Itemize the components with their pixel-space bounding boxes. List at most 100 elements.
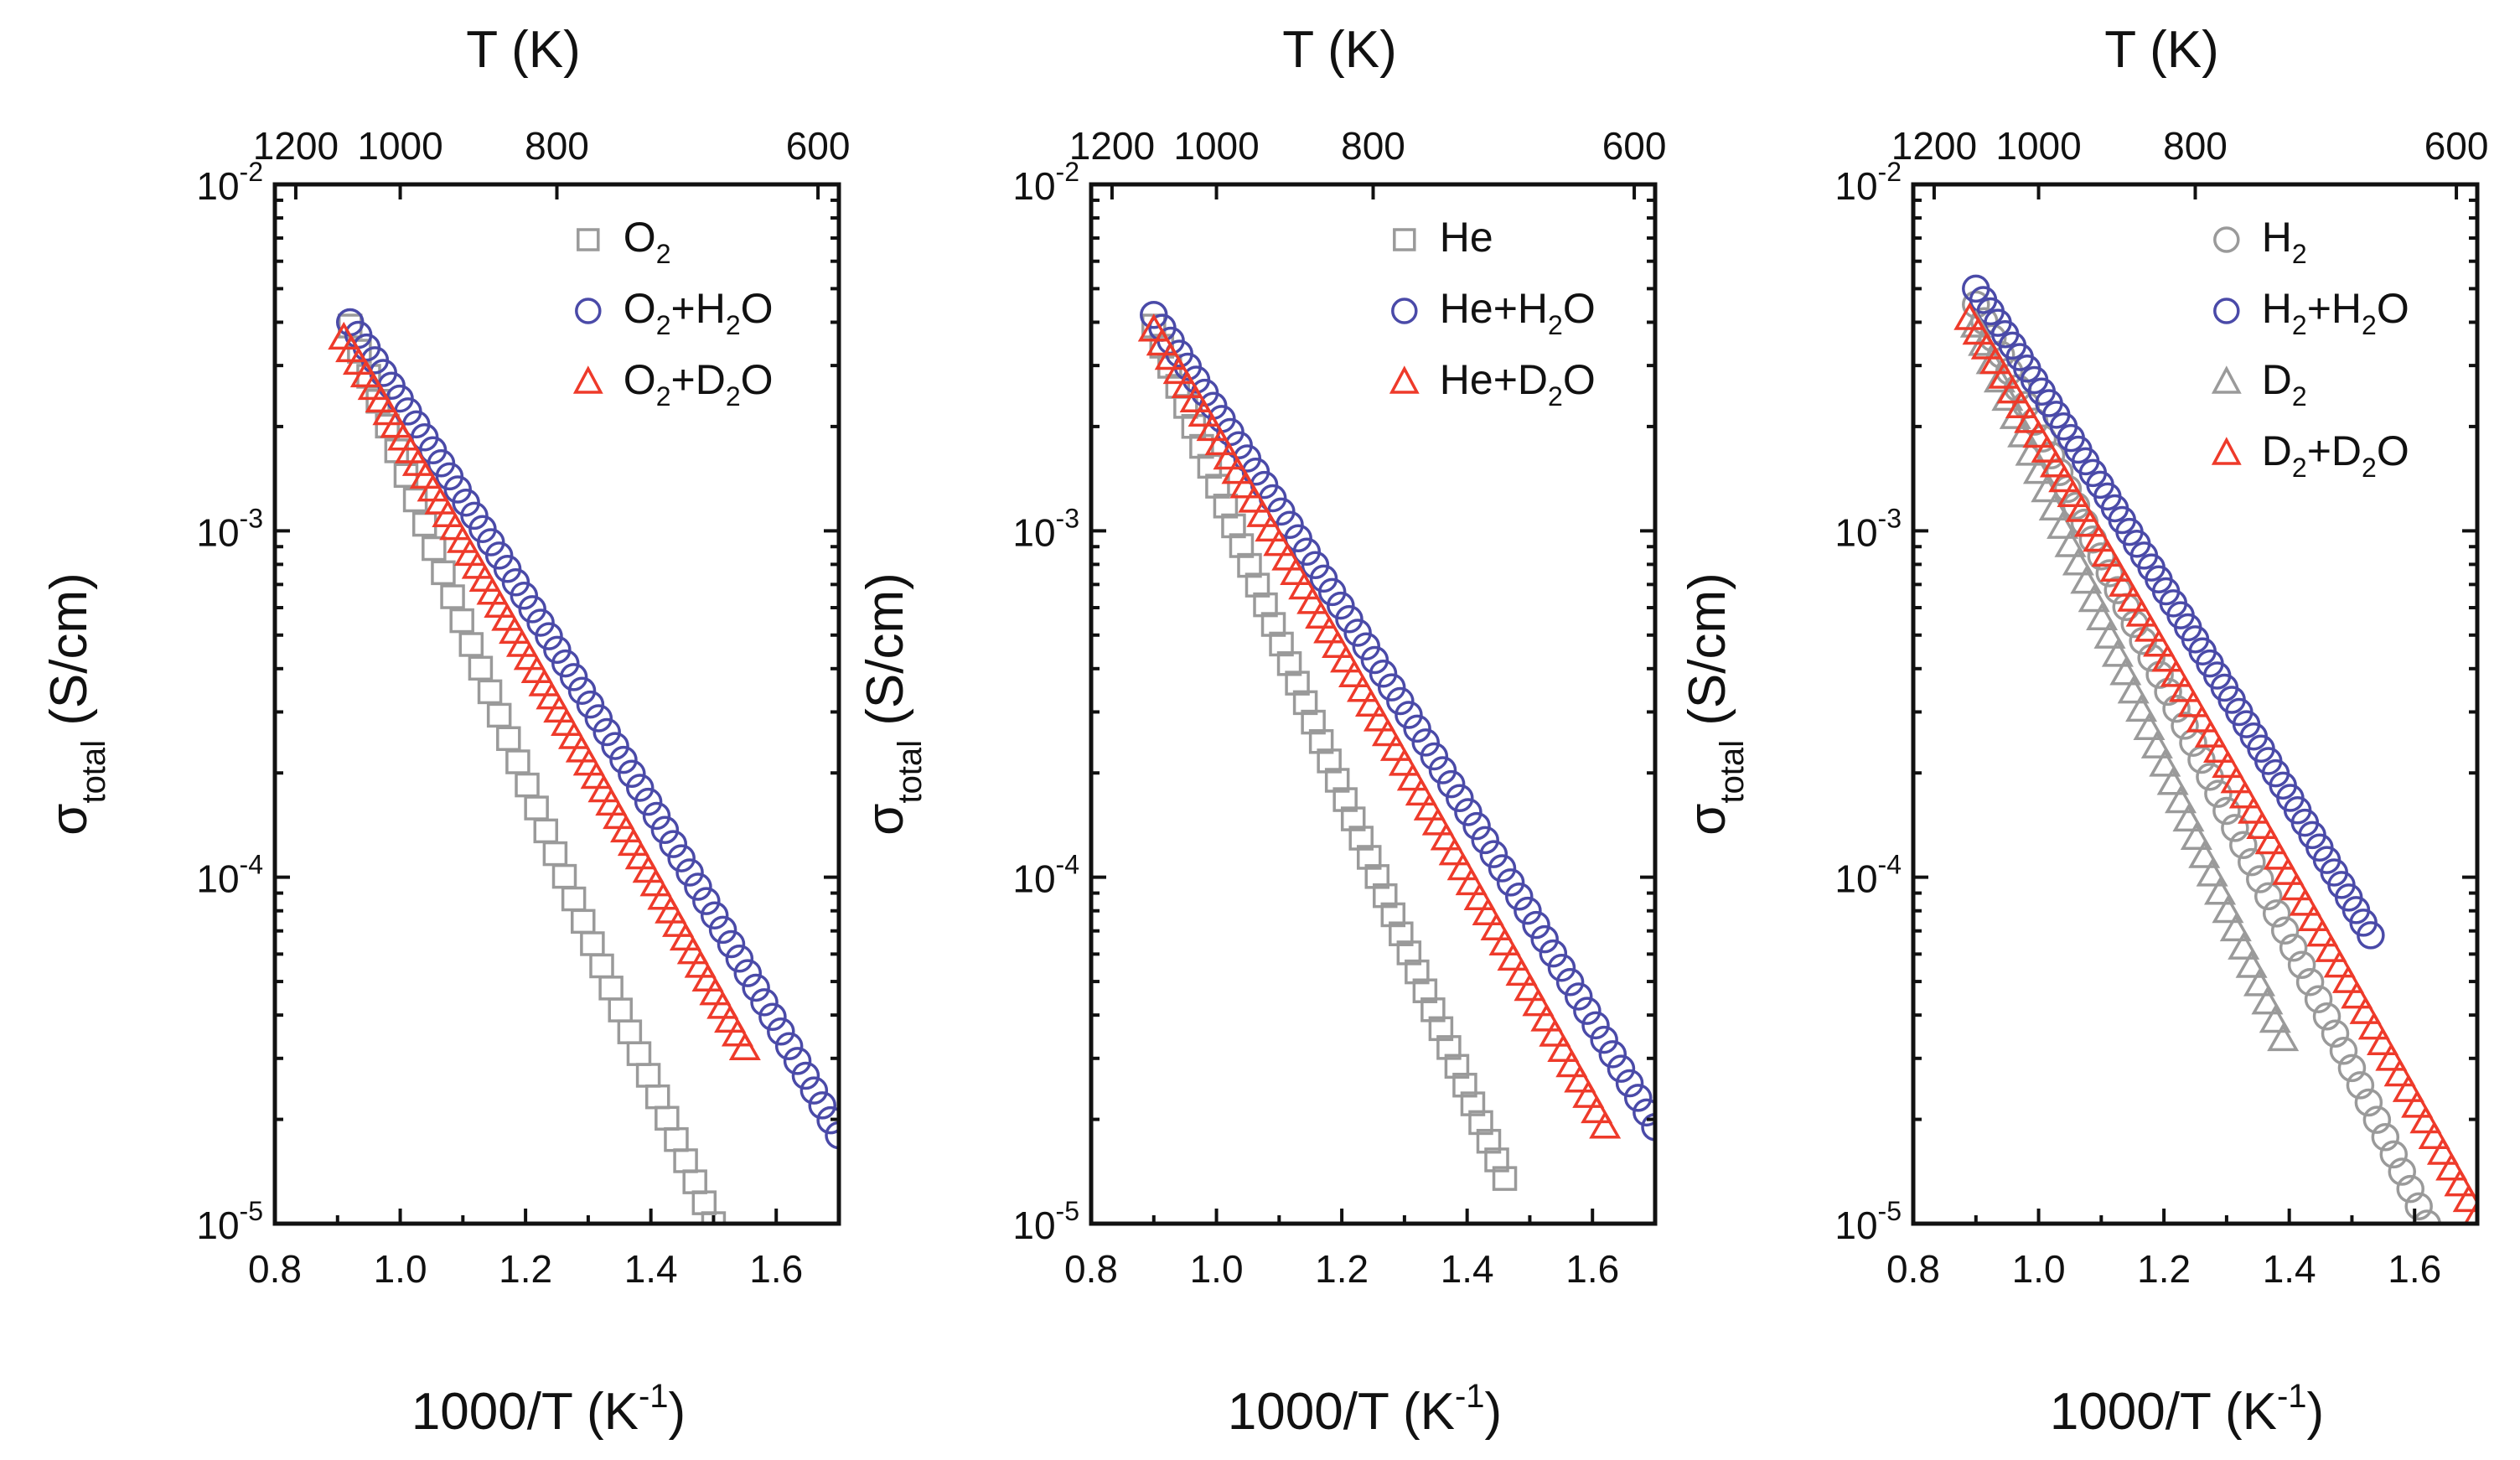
data-point <box>1327 591 1355 620</box>
data-point <box>1301 551 1330 580</box>
data-point <box>551 649 580 678</box>
data-point <box>2346 1071 2375 1100</box>
data-point <box>1468 1110 1493 1136</box>
data-point <box>691 1190 717 1215</box>
data-point <box>2295 967 2325 997</box>
x-tick-label: 1.0 <box>374 1247 427 1291</box>
data-point <box>584 704 613 733</box>
data-point <box>1162 355 1195 385</box>
data-point <box>1462 811 1491 841</box>
legend-marker <box>2211 437 2242 465</box>
data-point <box>1213 494 1239 519</box>
legend-label: O2+H2O <box>624 285 774 340</box>
data-point <box>1269 631 1294 657</box>
data-point <box>2143 629 2176 657</box>
data-point <box>662 909 695 937</box>
x-axis-title: 1000/T (K-1) <box>2050 1378 2324 1441</box>
data-point <box>659 830 688 858</box>
data-point <box>1615 1069 1644 1098</box>
data-point <box>2101 639 2134 667</box>
data-point <box>1285 670 1310 696</box>
data-point <box>647 882 680 910</box>
y-tick-label: 10-4 <box>1834 850 1902 901</box>
series-h2-h2o <box>1962 274 2385 950</box>
data-point <box>542 841 568 867</box>
x-tick-label: 1.2 <box>499 1247 552 1291</box>
data-point <box>1363 703 1395 732</box>
data-point <box>1514 896 1542 925</box>
data-point <box>580 931 605 956</box>
data-point <box>587 774 620 803</box>
data-point <box>2014 405 2047 433</box>
data-point <box>1496 868 1525 897</box>
data-point <box>2238 847 2266 877</box>
data-point <box>1389 921 1414 946</box>
data-point <box>1322 629 1354 658</box>
data-point <box>1292 690 1318 716</box>
legend-marker <box>1391 298 1418 324</box>
data-point <box>2007 419 2040 448</box>
data-point <box>808 1091 836 1120</box>
data-point <box>1296 586 1329 614</box>
data-point <box>2186 704 2218 733</box>
data-point <box>2151 644 2184 672</box>
data-point <box>642 801 671 831</box>
data-point <box>1360 645 1389 675</box>
data-point <box>595 787 628 816</box>
data-point <box>1633 1098 1655 1127</box>
data-point <box>2388 1157 2417 1186</box>
data-point <box>2172 803 2205 832</box>
y-tick-label: 10-4 <box>1012 850 1079 901</box>
data-point <box>431 560 456 586</box>
data-point <box>667 844 696 872</box>
data-point <box>2272 857 2305 885</box>
legend-label: He+D2O <box>1440 356 1596 412</box>
data-point <box>721 1018 753 1047</box>
data-point <box>1238 484 1270 513</box>
data-point <box>1413 792 1446 821</box>
data-point <box>1154 341 1187 370</box>
data-point <box>2054 529 2087 557</box>
data-point <box>1522 988 1555 1017</box>
data-point <box>1379 733 1412 761</box>
data-point <box>1436 1035 1462 1060</box>
x-tick-label: 1.2 <box>1315 1247 1369 1291</box>
data-point <box>632 855 665 883</box>
data-point <box>477 679 503 705</box>
data-point <box>572 748 605 776</box>
data-point <box>1547 1033 1580 1062</box>
data-point <box>634 787 663 816</box>
data-point <box>2203 734 2236 763</box>
data-point <box>601 732 629 760</box>
data-point <box>1979 345 2012 375</box>
data-point <box>758 1002 787 1032</box>
data-point <box>2323 950 2356 978</box>
data-point <box>2463 1199 2477 1224</box>
data-point <box>1590 1025 1618 1054</box>
data-point <box>1589 1111 1622 1139</box>
data-point <box>1229 470 1262 499</box>
data-point <box>1530 924 1559 954</box>
data-point <box>1352 632 1381 660</box>
data-point <box>2246 810 2279 840</box>
data-point <box>1581 1095 1613 1124</box>
data-point <box>1988 360 2021 389</box>
data-point <box>1471 826 1499 855</box>
data-point <box>2371 1122 2400 1152</box>
data-point <box>675 858 704 887</box>
legend-marker <box>572 365 603 394</box>
data-point <box>1364 864 1390 889</box>
data-point <box>559 663 588 691</box>
x-tick-label: 1.0 <box>1190 1247 1244 1291</box>
data-point <box>2379 1140 2409 1169</box>
data-point <box>617 827 649 857</box>
data-point <box>1420 997 1446 1023</box>
data-point <box>598 976 624 1001</box>
data-point <box>440 584 465 609</box>
data-point <box>1444 1054 1470 1079</box>
chart-panel-3: 0.8 1.0 1.2 1.4 1.6 1200 1000 800 600 10-5 10-4 10-… <box>1679 21 2488 1441</box>
data-point <box>2065 494 2098 522</box>
data-point <box>2212 796 2241 826</box>
data-point <box>524 795 549 821</box>
x-tick-label: 1.0 <box>2012 1247 2066 1291</box>
